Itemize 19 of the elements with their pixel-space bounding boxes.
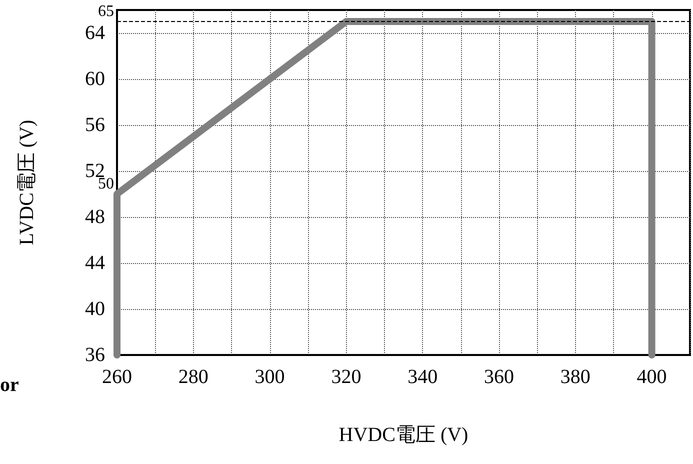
x-tick-label: 320: [331, 366, 362, 388]
x-tick-label: 300: [254, 366, 285, 388]
x-axis-title: HVDC電圧 (V): [338, 424, 468, 446]
x-tick-label: 340: [408, 366, 438, 388]
x-tick-label: 360: [484, 366, 514, 388]
y-tick-label: 40: [85, 298, 105, 320]
text: or: [0, 374, 19, 396]
y-axis-title: LVDC電圧 (V): [16, 120, 38, 246]
x-tick-label: 380: [560, 366, 590, 388]
y-tick-label: 44: [85, 252, 105, 274]
x-tick-label: 400: [636, 366, 667, 388]
annotation: 65: [98, 3, 114, 20]
x-tick-label: 260: [102, 366, 132, 388]
x-tick-label: 280: [178, 366, 208, 388]
y-tick-label: 36: [85, 344, 105, 366]
y-tick-label: 64: [85, 22, 105, 44]
y-tick-label: 56: [85, 114, 105, 136]
y-tick-label: 60: [85, 68, 105, 90]
y-tick-label: 48: [85, 206, 105, 228]
